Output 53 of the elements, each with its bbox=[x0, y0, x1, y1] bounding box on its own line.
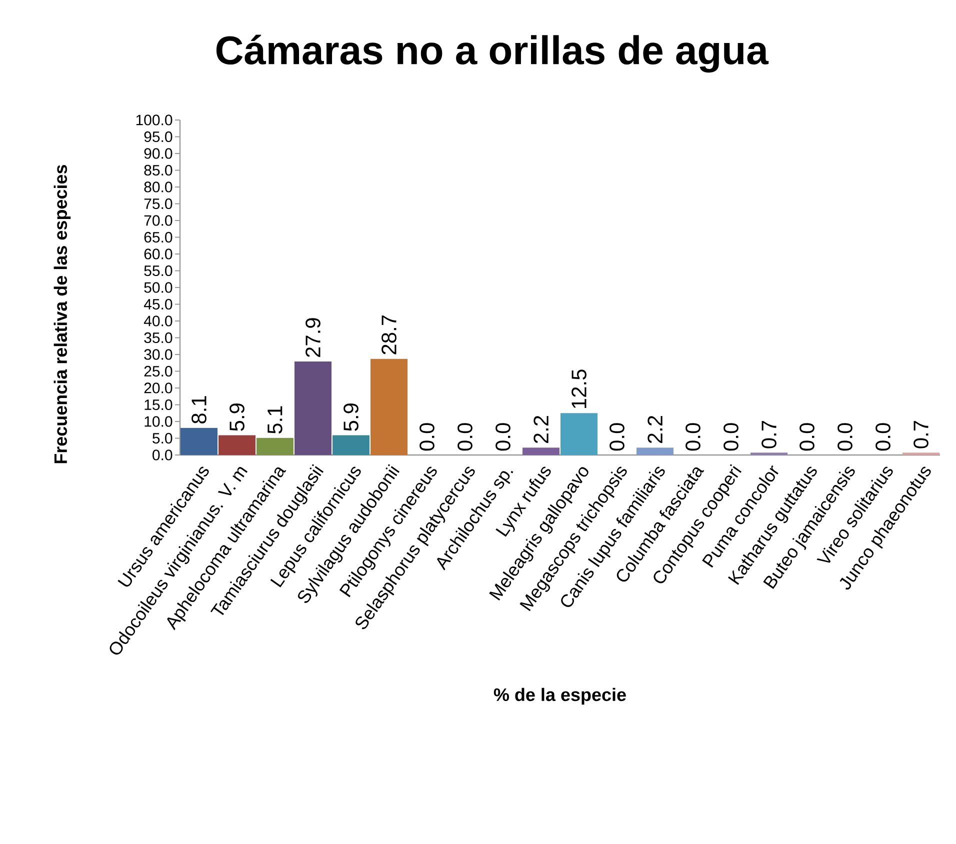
y-tick-label: 5.0 bbox=[152, 432, 172, 444]
data-label: 5.9 bbox=[230, 404, 244, 431]
y-tick-label: 100.0 bbox=[136, 114, 172, 126]
y-tick-label: 85.0 bbox=[144, 164, 172, 176]
data-label: 0.7 bbox=[914, 420, 928, 448]
y-tick-label: 60.0 bbox=[144, 248, 172, 260]
bar bbox=[332, 435, 370, 455]
y-tick-label: 95.0 bbox=[144, 131, 172, 142]
data-label: 5.1 bbox=[268, 406, 282, 434]
bar bbox=[294, 362, 332, 455]
data-label: 0.0 bbox=[610, 423, 624, 451]
bar bbox=[560, 413, 598, 455]
data-label: 0.7 bbox=[762, 420, 776, 448]
data-label: 0.0 bbox=[876, 423, 890, 451]
data-label: 0.0 bbox=[800, 423, 814, 451]
y-tick-label: 75.0 bbox=[144, 198, 172, 210]
y-tick-label: 15.0 bbox=[144, 399, 172, 410]
data-label: 28.7 bbox=[382, 316, 396, 354]
y-tick-label: 30.0 bbox=[144, 349, 172, 360]
y-tick-label: 55.0 bbox=[144, 265, 172, 276]
bar bbox=[636, 448, 674, 455]
y-tick-label: 25.0 bbox=[144, 366, 172, 377]
y-tick-label: 90.0 bbox=[144, 148, 172, 159]
y-axis-title: Frecuencia relativa de las especies bbox=[54, 164, 71, 464]
data-label: 2.2 bbox=[534, 416, 548, 444]
y-tick-label: 0.0 bbox=[152, 450, 172, 460]
y-tick-label: 70.0 bbox=[144, 215, 172, 226]
y-tick-label: 35.0 bbox=[144, 332, 172, 344]
bar bbox=[522, 448, 560, 455]
bar bbox=[180, 428, 218, 455]
y-tick-label: 50.0 bbox=[144, 282, 172, 293]
data-label: 12.5 bbox=[572, 370, 586, 408]
data-label: 8.1 bbox=[192, 396, 206, 424]
data-label: 0.0 bbox=[686, 423, 700, 451]
y-tick-label: 40.0 bbox=[144, 316, 172, 326]
chart-title: Cámaras no a orillas de agua bbox=[216, 34, 769, 73]
data-label: 0.0 bbox=[420, 423, 434, 451]
bar bbox=[256, 438, 294, 455]
data-label: 5.9 bbox=[344, 404, 358, 431]
data-label: 0.0 bbox=[458, 423, 472, 451]
data-label: 0.0 bbox=[838, 423, 852, 451]
y-tick-label: 45.0 bbox=[144, 298, 172, 310]
y-tick-label: 20.0 bbox=[144, 382, 172, 394]
x-axis-title: % de la especie bbox=[494, 688, 626, 705]
y-tick-label: 65.0 bbox=[144, 232, 172, 243]
y-tick-label: 80.0 bbox=[144, 182, 172, 192]
bar bbox=[218, 435, 256, 455]
data-label: 27.9 bbox=[306, 318, 320, 357]
bar bbox=[370, 358, 408, 455]
y-tick-label: 10.0 bbox=[144, 416, 172, 427]
data-label: 2.2 bbox=[648, 416, 662, 444]
data-label: 0.0 bbox=[724, 423, 738, 451]
data-label: 0.0 bbox=[496, 423, 510, 451]
